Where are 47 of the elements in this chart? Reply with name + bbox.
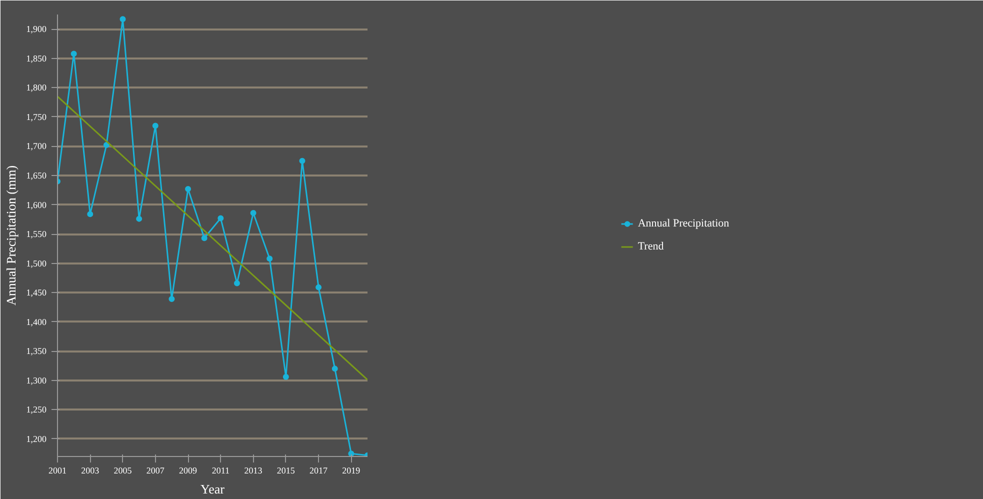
point [185, 186, 192, 192]
point [201, 235, 208, 242]
x-tick-label: 2005 [114, 466, 132, 476]
point [136, 216, 142, 222]
y-tick-label: 1,450 [26, 288, 47, 298]
y-axis-title: Annual Precipitation (mm) [3, 165, 18, 306]
y-tick-label: 1,550 [26, 229, 47, 240]
x-tick-label: 2019 [342, 466, 361, 476]
point [120, 16, 126, 22]
y-tick-label: 1,900 [26, 24, 47, 34]
x-tick-label: 2017 [310, 466, 328, 476]
y-tick-label: 1,200 [26, 434, 47, 444]
x-tick-label: 2011 [212, 466, 230, 476]
point [103, 142, 110, 148]
y-tick-label: 1,250 [26, 404, 47, 415]
x-tick-label: 2003 [81, 466, 100, 476]
point [218, 215, 224, 222]
legend-label: Trend [638, 240, 664, 252]
y-tick-label: 1,650 [26, 170, 47, 180]
x-tick-label: 2009 [179, 466, 198, 476]
point [299, 158, 306, 164]
point [168, 296, 175, 302]
x-tick-label: 2013 [244, 466, 263, 476]
x-tick-label: 2015 [276, 466, 296, 476]
point [348, 450, 354, 456]
y-tick-label: 1,350 [26, 346, 47, 356]
point [87, 211, 94, 218]
point [316, 284, 322, 290]
point [282, 374, 289, 380]
y-tick-label: 1,500 [26, 258, 47, 268]
y-tick-label: 1,850 [26, 53, 47, 64]
point [70, 50, 77, 57]
y-tick-label: 1,600 [26, 200, 47, 210]
point [332, 366, 338, 372]
y-tick-label: 1,800 [26, 82, 47, 93]
point [234, 280, 240, 286]
y-tick-label: 1,700 [26, 141, 47, 152]
point [152, 122, 158, 129]
x-tick-label: 2007 [146, 466, 165, 476]
y-tick-label: 1,300 [26, 375, 47, 386]
y-tick-label: 1,400 [26, 316, 47, 327]
x-tick-label: 2001 [48, 466, 66, 476]
x-axis-title: Year [200, 482, 226, 496]
point [250, 210, 256, 216]
legend-label: Annual Precipitation [638, 218, 730, 230]
point [266, 256, 273, 262]
y-tick-label: 1,750 [26, 112, 47, 122]
